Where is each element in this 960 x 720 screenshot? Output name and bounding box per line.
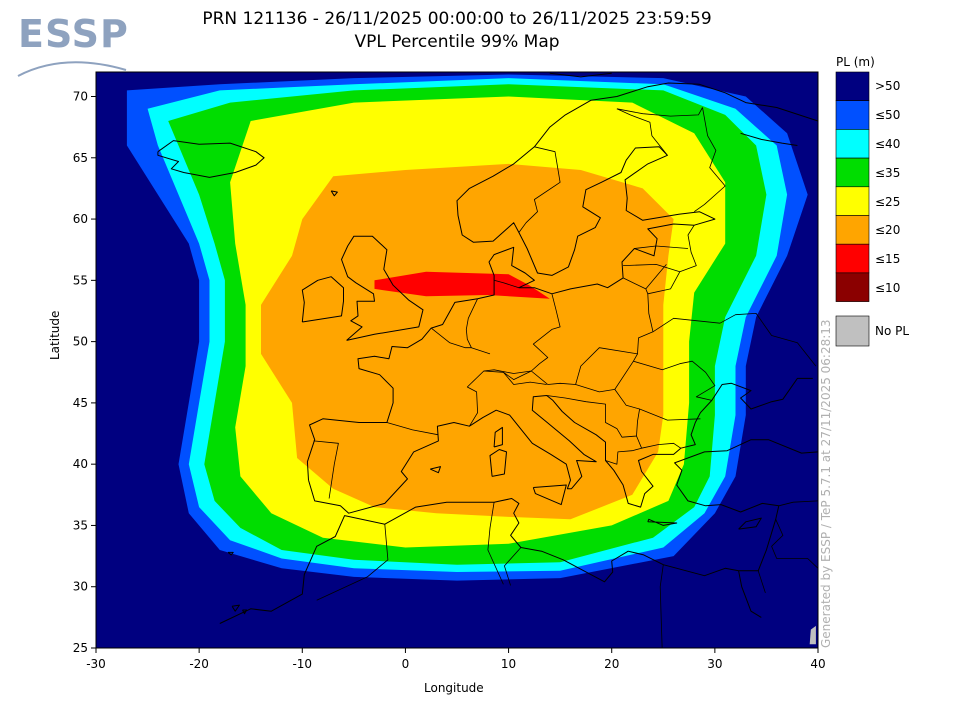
no-pl-region (809, 625, 816, 645)
border-21 (616, 108, 668, 156)
y-tick-label-8: 65 (73, 151, 88, 165)
legend-swatch-2 (835, 129, 870, 159)
essp-logo: ESSP (14, 12, 134, 84)
coastline-10 (532, 484, 567, 506)
legend-label-le40: ≤40 (875, 137, 901, 151)
legend-swatch-5 (835, 215, 870, 245)
border-4 (430, 327, 472, 349)
legend-title: PL (m) (836, 55, 875, 69)
x-axis-title: Longitude (424, 681, 484, 695)
x-tick-label-3: 0 (402, 657, 410, 671)
border-29 (483, 370, 532, 381)
x-tick-label-7: 40 (810, 657, 825, 671)
border-13 (647, 224, 697, 295)
border-27 (771, 519, 818, 569)
plot-frame (95, 71, 819, 649)
coastline-4 (306, 82, 818, 481)
coastline-18 (330, 190, 338, 197)
pl-region-5 (374, 271, 550, 299)
border-11 (641, 442, 682, 449)
legend-label-le20: ≤20 (875, 223, 901, 237)
legend-label-le15: ≤15 (875, 252, 901, 266)
x-tick-label-6: 30 (707, 657, 722, 671)
border-30 (503, 372, 547, 385)
coastline-16 (227, 551, 234, 556)
coastline-2 (341, 235, 424, 341)
coastline-0 (157, 140, 265, 178)
border-12 (636, 408, 640, 437)
legend-label-le10: ≤10 (875, 281, 901, 295)
y-tick-label-6: 55 (73, 273, 88, 287)
coastline-15 (242, 609, 248, 615)
pl-region-4 (261, 163, 674, 520)
border-17 (645, 264, 667, 290)
legend-swatch-1 (835, 100, 870, 130)
y-tick-label-5: 50 (73, 335, 88, 349)
border-19 (616, 107, 703, 117)
y-tick-label-1: 30 (73, 580, 88, 594)
coastline-11 (647, 518, 678, 526)
y-tick-label-0: 25 (73, 641, 88, 655)
map-title: PRN 121136 - 26/11/2025 00:00:00 to 26/1… (202, 9, 712, 29)
coastline-1 (301, 276, 344, 323)
border-1 (313, 440, 339, 499)
y-tick-label-2: 35 (73, 518, 88, 532)
y-tick-label-7: 60 (73, 212, 88, 226)
legend-swatch-4 (835, 186, 870, 216)
x-tick-label-5: 20 (604, 657, 619, 671)
legend-swatch-7 (835, 272, 870, 302)
coastline-6 (219, 439, 818, 624)
border-8 (633, 360, 716, 401)
y-tick-label-4: 45 (73, 396, 88, 410)
y-tick-label-9: 70 (73, 90, 88, 104)
border-14 (623, 263, 680, 273)
x-tick-label-4: 10 (501, 657, 516, 671)
border-5 (493, 279, 520, 289)
coastline-5 (740, 132, 798, 146)
legend-label-le25: ≤25 (875, 195, 901, 209)
legend-swatch-6 (835, 243, 870, 274)
y-axis-title: Latitude (48, 310, 62, 360)
coastline-8 (489, 449, 507, 477)
y-tick-label-3: 40 (73, 457, 88, 471)
border-15 (634, 245, 689, 249)
generation-credit: Generated by ESSP / TeP 5.7.1 at 27/11/2… (819, 319, 833, 648)
border-26 (757, 570, 766, 594)
border-22 (316, 524, 389, 601)
border-23 (487, 502, 504, 585)
x-tick-label-1: -20 (189, 657, 209, 671)
x-tick-label-2: -10 (292, 657, 312, 671)
legend-label-le50: ≤50 (875, 108, 901, 122)
legend-swatch-3 (835, 157, 870, 188)
coastline-12 (738, 517, 762, 530)
border-18 (518, 146, 561, 233)
legend-label-no-pl: No PL (875, 324, 910, 338)
coastline-17 (549, 72, 612, 78)
border-20 (693, 107, 726, 213)
coastline-14 (231, 604, 240, 612)
coastline-7 (738, 570, 762, 618)
coastline-3 (308, 377, 813, 514)
map-subtitle: VPL Percentile 99% Map (354, 32, 560, 52)
coastline-9 (493, 426, 503, 448)
legend-swatch-no-pl (835, 315, 870, 347)
legend-label-gt50: >50 (875, 79, 901, 93)
border-3 (465, 298, 491, 355)
coastline-13 (429, 466, 441, 474)
border-25 (659, 564, 664, 648)
border-0 (386, 422, 439, 436)
x-tick-label-0: -30 (86, 657, 106, 671)
legend-label-le35: ≤35 (875, 166, 901, 180)
border-28 (778, 500, 818, 507)
logo-swoosh-icon (17, 61, 127, 77)
border-10 (546, 395, 642, 465)
border-24 (503, 547, 522, 586)
legend-swatch-0 (835, 71, 870, 102)
essp-logo-text: ESSP (18, 12, 129, 56)
border-16 (652, 312, 817, 367)
